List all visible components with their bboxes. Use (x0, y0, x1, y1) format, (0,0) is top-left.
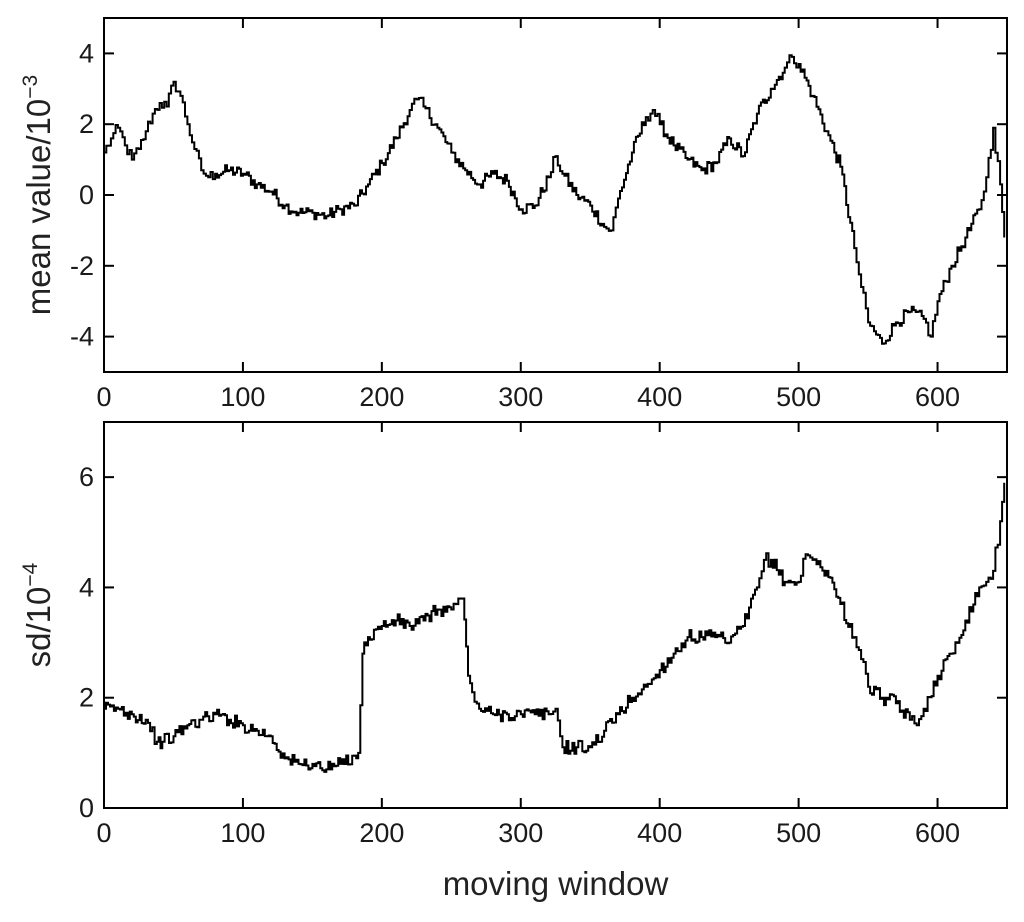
y-axis-title: mean value/10−3 (19, 75, 57, 315)
x-tick-label: 100 (220, 818, 265, 848)
y-axis-title-base: sd/10 (20, 587, 57, 668)
y-axis-title-exponent: −3 (19, 75, 42, 99)
plot-frame (103, 17, 1008, 373)
x-axis-title: moving window (443, 865, 669, 902)
y-tick-label: 2 (79, 683, 94, 713)
sd-panel: 0 100 200 300 400 500 600 6 4 2 0 sd/10−4 moving win… (19, 421, 1008, 902)
x-tick-label: 500 (776, 382, 821, 412)
y-tick-label: 4 (79, 572, 94, 602)
x-tick-label: 100 (220, 382, 265, 412)
series-line (104, 54, 1006, 345)
x-tick-label: 500 (776, 818, 821, 848)
y-tick-label: 2 (79, 109, 94, 139)
x-tick-label: 600 (915, 818, 960, 848)
y-tick-label: 0 (79, 793, 94, 823)
x-tick-label: 400 (637, 818, 682, 848)
x-tick-label: 200 (359, 382, 404, 412)
y-tick-label: 6 (79, 462, 94, 492)
x-tick-label: 300 (498, 382, 543, 412)
x-tick-label: 200 (359, 818, 404, 848)
mean-value-panel: 0 100 200 300 400 500 600 4 2 0 -2 -4 mean value/10−… (19, 17, 1008, 412)
y-axis-title: sd/10−4 (19, 562, 57, 667)
series-line (104, 482, 1006, 773)
plot-frame (103, 421, 1008, 809)
x-tick-label: 0 (96, 818, 111, 848)
y-tick-label: -4 (70, 322, 94, 352)
x-tick-label: 300 (498, 818, 543, 848)
y-axis-title-exponent: −4 (19, 562, 42, 586)
y-axis-title-base: mean value/10 (20, 99, 57, 315)
x-tick-label: 400 (637, 382, 682, 412)
y-tick-label: 0 (79, 180, 94, 210)
x-tick-label: 600 (915, 382, 960, 412)
y-tick-label: 4 (79, 38, 94, 68)
y-tick-label: -2 (70, 251, 94, 281)
x-tick-label: 0 (96, 382, 111, 412)
